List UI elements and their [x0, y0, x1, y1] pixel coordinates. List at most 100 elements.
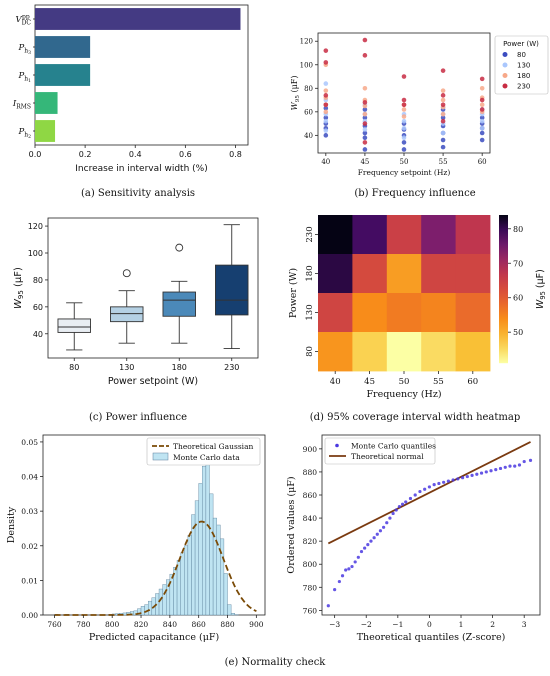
- xtick-label-4: 60: [478, 158, 487, 166]
- qq-point-19: [391, 511, 395, 516]
- hist-bar-49: [230, 613, 235, 616]
- point-80-26: [479, 115, 485, 121]
- box-130: [110, 306, 144, 323]
- qq-point-12: [369, 539, 373, 543]
- legend-marker-montecarlo: [152, 452, 169, 461]
- qq-point-7: [353, 560, 357, 564]
- point-180-3: [323, 88, 329, 93]
- axes-frame: [47, 217, 259, 359]
- point-180-19: [479, 85, 485, 91]
- xtick-label-900: 900: [249, 620, 264, 629]
- point-80-9: [362, 115, 368, 121]
- qq-point-40: [484, 470, 488, 474]
- qq-point-37: [470, 473, 474, 477]
- colorbar-label: W95 (μF): [535, 269, 547, 309]
- qq-point-36: [465, 474, 469, 479]
- colorbar-tick-label-60: 60: [513, 294, 523, 303]
- point-130-6: [362, 127, 368, 132]
- x-axis-label: Increase in interval width (%): [75, 164, 207, 174]
- point-80-11: [401, 147, 407, 152]
- qq-point-27: [423, 487, 427, 491]
- hist-bar-41: [202, 465, 207, 616]
- point-230-10: [401, 97, 407, 103]
- point-130-18: [479, 125, 485, 131]
- legend-label-gaussian: Theoretical Gaussian: [173, 442, 254, 451]
- point-80-5: [362, 147, 368, 152]
- qq-point-38: [475, 472, 479, 476]
- box-80: [57, 318, 91, 333]
- x-axis-label: Frequency (Hz): [366, 389, 441, 400]
- point-230-9: [401, 102, 407, 108]
- point-230-16: [479, 107, 485, 112]
- point-230-5: [362, 121, 368, 126]
- xtick-label-60: 60: [467, 377, 478, 387]
- point-180-9: [401, 114, 407, 119]
- hist-bar-42: [205, 462, 210, 616]
- panel-normality-histogram: 760 780 800 820 840 860 880 900 0.00 0.01 0.02 0.03…: [6, 434, 266, 643]
- point-180-14: [440, 97, 446, 103]
- qq-point-31: [442, 480, 446, 484]
- panel-normality-qq: −3 −2 −1 0 1 2 3 760 780 800 820 840 860 880 900 Theore…: [286, 434, 541, 643]
- point-230-7: [362, 53, 368, 58]
- qq-point-41: [489, 469, 493, 473]
- point-230-0: [323, 102, 329, 108]
- ytick-label-1: 60: [33, 303, 43, 312]
- heatmap-cell-130-60: [455, 293, 491, 333]
- point-80-3: [323, 115, 329, 121]
- xtick-label-880: 880: [220, 620, 235, 629]
- qq-point-34: [456, 477, 460, 481]
- y-axis-label: Power (W): [288, 268, 299, 318]
- point-230-13: [440, 102, 446, 108]
- legend-box: [324, 437, 436, 465]
- xtick-label-2: 0.4: [129, 150, 142, 159]
- xtick-label-45: 45: [364, 377, 375, 387]
- qq-point-43: [498, 466, 503, 471]
- qq-point-3: [340, 574, 345, 578]
- hist-bar-48: [227, 604, 232, 616]
- bar-3: [35, 92, 58, 114]
- legend-box: [146, 437, 261, 466]
- point-80-22: [479, 137, 485, 143]
- xtick-label-40: 40: [330, 377, 341, 387]
- qq-point-33: [451, 478, 455, 482]
- ytick-label-130: 130: [305, 304, 315, 320]
- point-80-10: [362, 107, 368, 112]
- point-80-20: [440, 115, 446, 121]
- point-80-16: [440, 144, 446, 150]
- qq-point-39: [479, 471, 484, 475]
- legend-marker-180: [502, 73, 508, 78]
- xtick-label-6: 3: [522, 620, 527, 629]
- box-180: [162, 291, 196, 317]
- point-230-4: [362, 140, 368, 145]
- hist-bar-47: [223, 573, 228, 616]
- ytick-label-4: 120: [300, 38, 313, 46]
- xtick-label-2: −1: [392, 620, 403, 629]
- point-230-18: [479, 76, 485, 82]
- point-180-12: [440, 111, 446, 117]
- hist-bar-35: [180, 552, 185, 616]
- xtick-label-0: 0.0: [29, 150, 42, 159]
- point-80-12: [401, 140, 407, 145]
- hist-bar-24: [140, 606, 145, 616]
- qq-point-49: [528, 458, 533, 462]
- ytick-label-0: 40: [33, 330, 43, 339]
- ytick-label-5: 860: [303, 491, 318, 500]
- qq-point-16: [382, 525, 386, 529]
- x-axis-label: Theoretical quantiles (Z-score): [357, 632, 506, 643]
- point-80-6: [362, 135, 368, 141]
- qq-point-32: [446, 479, 450, 483]
- colorbar-tick-label-80: 80: [513, 225, 523, 234]
- point-130-14: [440, 130, 446, 136]
- y-axis-label: W95 (μF): [13, 267, 25, 309]
- point-230-15: [440, 68, 446, 73]
- heatmap-cell-80-40: [318, 332, 353, 372]
- point-230-11: [401, 74, 407, 79]
- qq-point-18: [388, 516, 392, 520]
- ytick-label-3: IRMS: [12, 99, 31, 111]
- qq-point-30: [437, 481, 441, 486]
- xtick-label-130: 130: [119, 363, 134, 372]
- colorbar-tick-label-50: 50: [513, 328, 523, 337]
- heatmap-cell-230-55: [421, 215, 456, 255]
- xtick-label-1: 0.2: [79, 150, 92, 159]
